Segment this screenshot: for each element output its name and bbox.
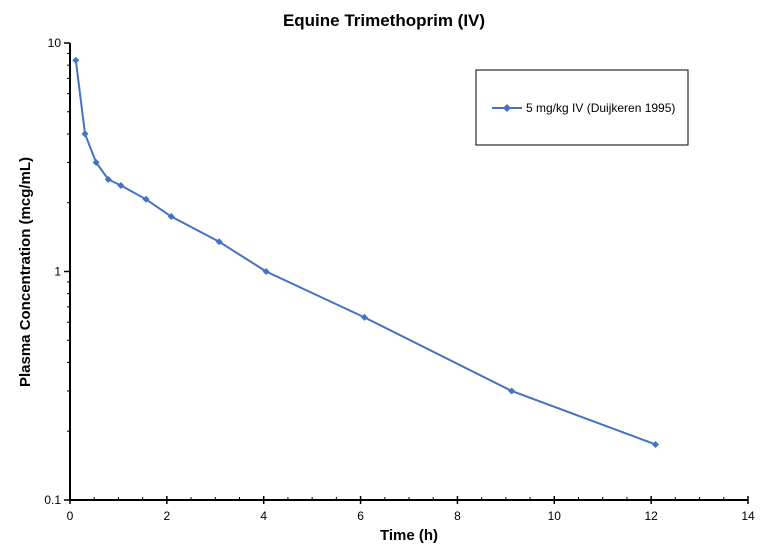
data-point	[360, 313, 368, 321]
data-point	[92, 158, 100, 166]
x-tick-label: 6	[357, 509, 364, 523]
data-point	[72, 56, 80, 64]
data-point	[142, 195, 150, 203]
data-point	[104, 175, 112, 183]
x-tick-label: 0	[67, 509, 74, 523]
data-point	[167, 213, 175, 221]
data-point	[262, 268, 270, 275]
legend-label: 5 mg/kg IV (Duijkeren 1995)	[526, 101, 675, 115]
y-tick-label: 10	[48, 36, 62, 50]
x-tick-label: 12	[644, 509, 658, 523]
x-tick-label: 4	[260, 509, 267, 523]
legend: 5 mg/kg IV (Duijkeren 1995)	[475, 69, 689, 146]
data-point	[652, 440, 660, 448]
legend-marker	[503, 104, 511, 112]
chart-title: Equine Trimethoprim (IV)	[283, 11, 485, 30]
x-tick-label: 2	[164, 509, 171, 523]
data-point	[508, 387, 516, 395]
series-line	[74, 60, 656, 446]
x-tick-label: 14	[741, 509, 755, 523]
data-point	[215, 238, 223, 246]
x-tick-label: 10	[548, 509, 562, 523]
y-tick-label: 1	[54, 265, 61, 279]
y-axis-label: Plasma Concentration (mcg/mL)	[17, 157, 34, 387]
x-tick-label: 8	[454, 509, 461, 523]
x-axis-label: Time (h)	[380, 527, 438, 544]
y-tick-label: 0.1	[44, 493, 61, 507]
data-point	[81, 130, 89, 138]
data-point	[117, 181, 125, 189]
